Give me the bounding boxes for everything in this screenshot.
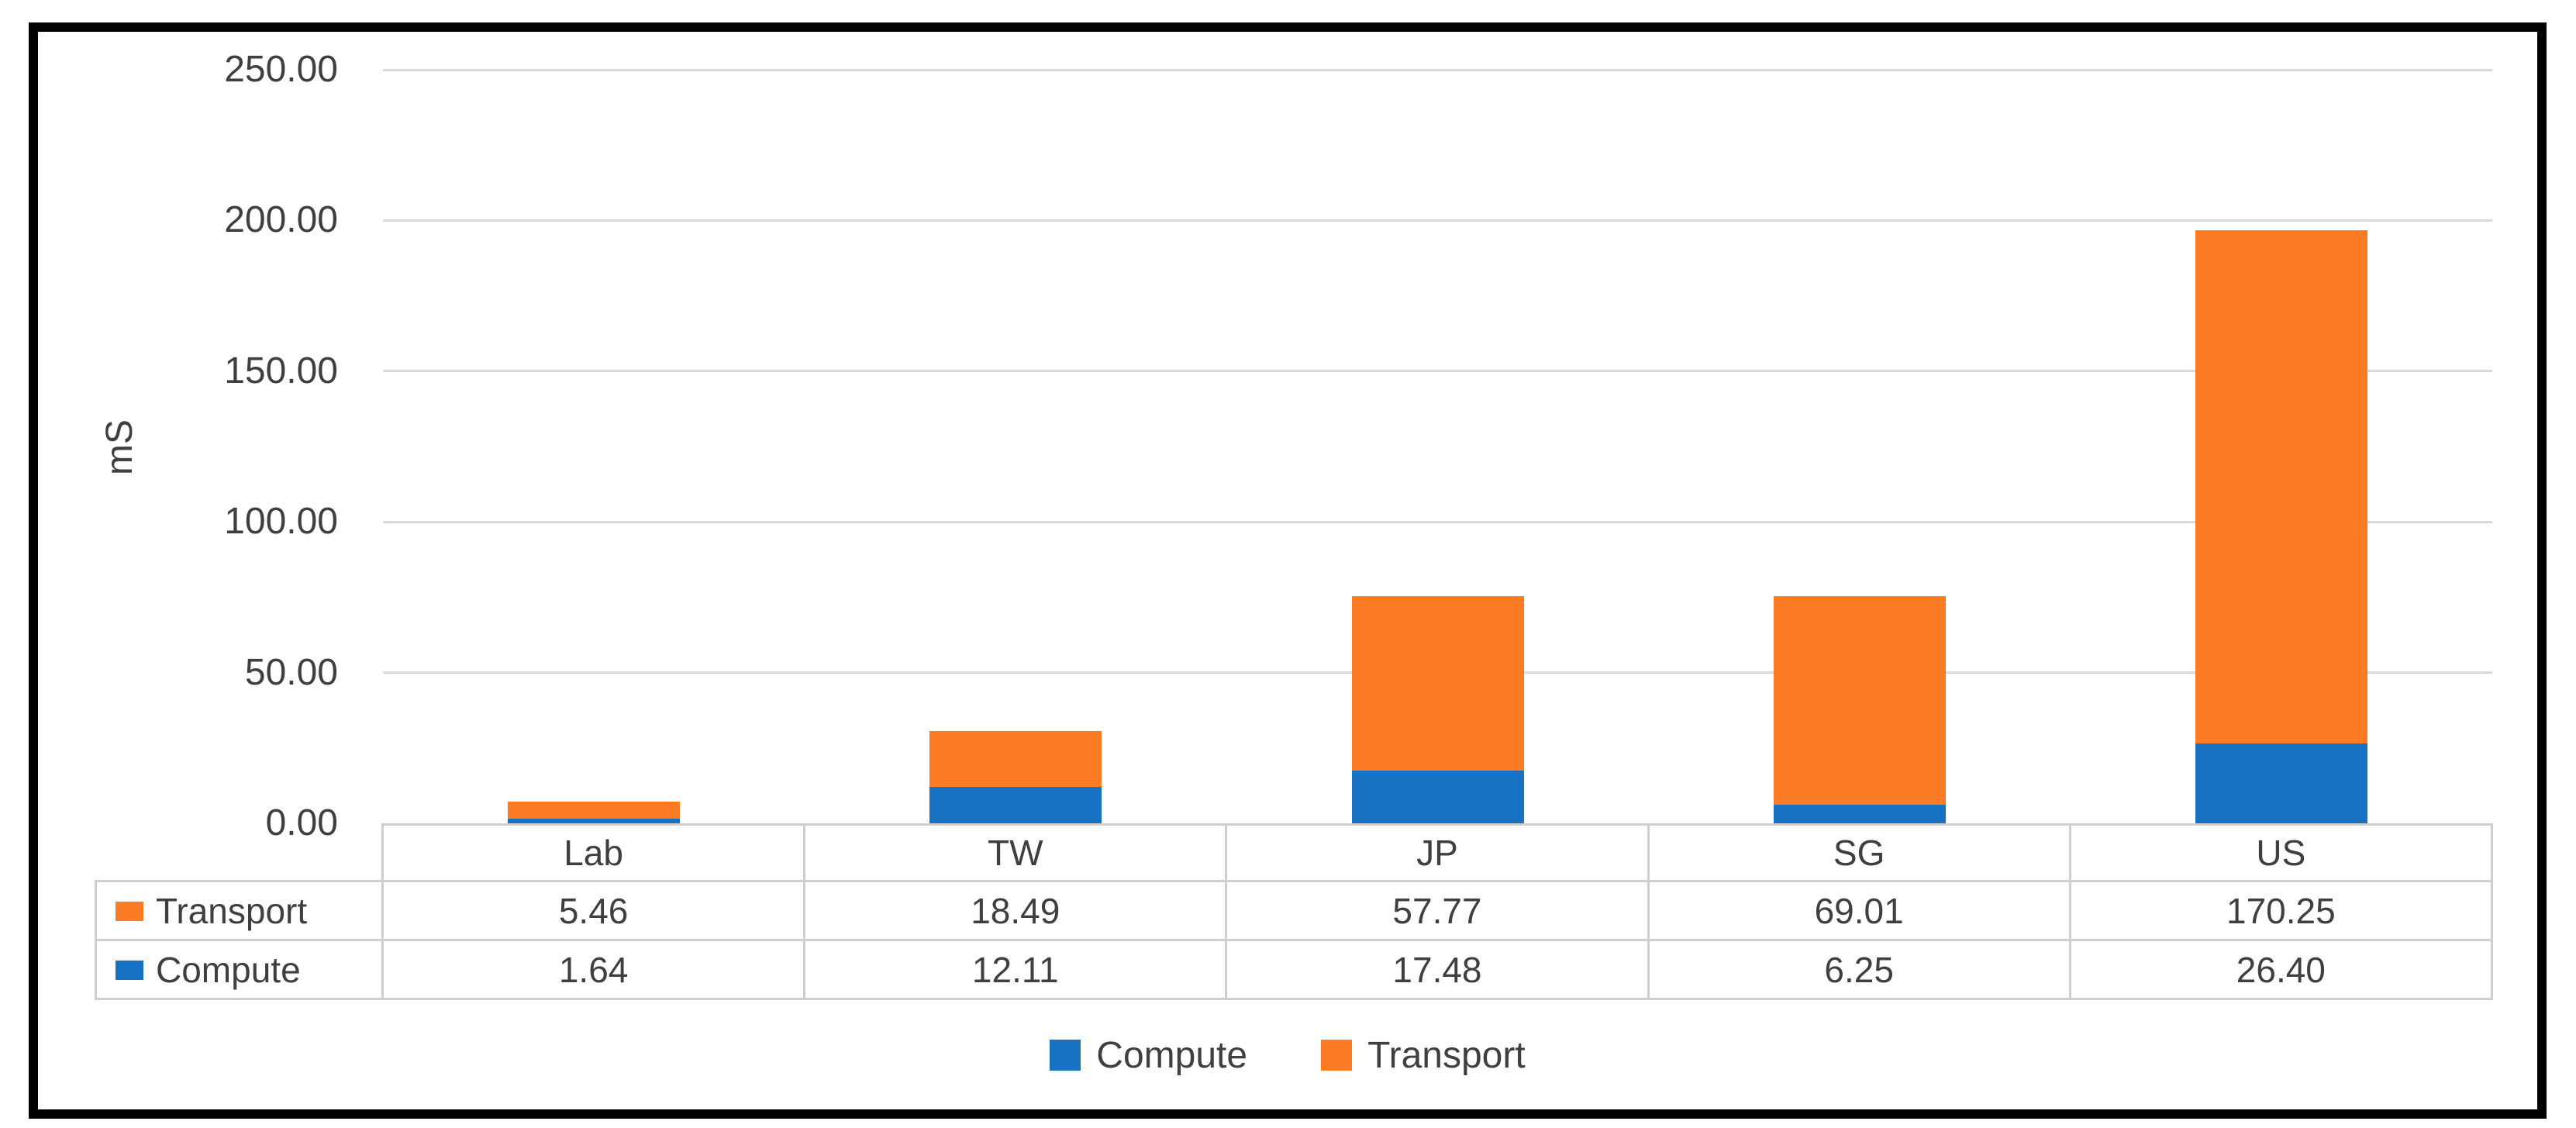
y-tick-label: 150.00 bbox=[224, 350, 338, 392]
bar-transport-lab bbox=[508, 802, 681, 819]
table-row-header-compute: Compute bbox=[95, 939, 384, 1000]
table-corner-cell bbox=[96, 825, 383, 881]
table-value-compute-us: 26.40 bbox=[2068, 939, 2493, 1000]
table-col-header-lab: Lab bbox=[381, 823, 806, 882]
bar-transport-jp bbox=[1351, 596, 1524, 771]
table-col-header-sg: SG bbox=[1647, 823, 2071, 882]
table-value-transport-sg: 69.01 bbox=[1647, 880, 2071, 941]
transport-series-key-icon bbox=[116, 901, 143, 921]
legend-label: Compute bbox=[1096, 1034, 1248, 1076]
legend-item-compute: Compute bbox=[1050, 1034, 1247, 1077]
table-value-transport-jp: 57.77 bbox=[1225, 880, 1650, 941]
y-tick-label: 50.00 bbox=[244, 651, 338, 693]
table-value-compute-tw: 12.11 bbox=[803, 939, 1228, 1000]
table-value-transport-tw: 18.49 bbox=[803, 880, 1228, 941]
bar-transport-sg bbox=[1773, 596, 1946, 805]
gridline-150 bbox=[383, 370, 2492, 373]
y-tick-label: 250.00 bbox=[224, 49, 338, 90]
table-value-transport-lab: 5.46 bbox=[381, 880, 806, 941]
bar-compute-jp bbox=[1351, 771, 1524, 823]
y-axis-title: mS bbox=[99, 419, 140, 475]
gridline-250 bbox=[383, 68, 2492, 71]
y-tick-label: 200.00 bbox=[224, 199, 338, 241]
y-tick-label: 100.00 bbox=[224, 501, 338, 543]
bar-transport-tw bbox=[929, 731, 1102, 787]
bar-transport-us bbox=[2195, 230, 2367, 744]
table-value-transport-us: 170.25 bbox=[2068, 880, 2493, 941]
series-label: Transport bbox=[156, 890, 308, 931]
compute-series-key-icon bbox=[116, 960, 143, 980]
series-label: Compute bbox=[156, 949, 301, 990]
bar-compute-tw bbox=[929, 786, 1102, 823]
gridline-200 bbox=[383, 219, 2492, 222]
table-value-compute-lab: 1.64 bbox=[381, 939, 806, 1000]
bar-compute-lab bbox=[508, 818, 681, 823]
transport-legend-key-icon bbox=[1321, 1040, 1353, 1071]
legend-label: Transport bbox=[1367, 1034, 1526, 1076]
y-tick-label: 0.00 bbox=[265, 802, 338, 843]
legend-item-transport: Transport bbox=[1321, 1034, 1526, 1077]
bar-compute-sg bbox=[1773, 804, 1946, 823]
table-row-header-transport: Transport bbox=[95, 880, 384, 941]
gridline-100 bbox=[383, 520, 2492, 523]
compute-legend-key-icon bbox=[1050, 1040, 1081, 1071]
table-value-compute-sg: 6.25 bbox=[1647, 939, 2071, 1000]
chart-border-frame bbox=[29, 22, 2547, 1119]
table-col-header-us: US bbox=[2068, 823, 2493, 882]
table-col-header-jp: JP bbox=[1225, 823, 1650, 882]
table-value-compute-jp: 17.48 bbox=[1225, 939, 1650, 1000]
chart-legend: Compute Transport bbox=[29, 1031, 2547, 1079]
table-col-header-tw: TW bbox=[803, 823, 1228, 882]
data-table: Lab TW JP SG US Transport 5.46 18.49 57.77 69.01 1… bbox=[95, 823, 2493, 1000]
bar-compute-us bbox=[2195, 743, 2367, 823]
